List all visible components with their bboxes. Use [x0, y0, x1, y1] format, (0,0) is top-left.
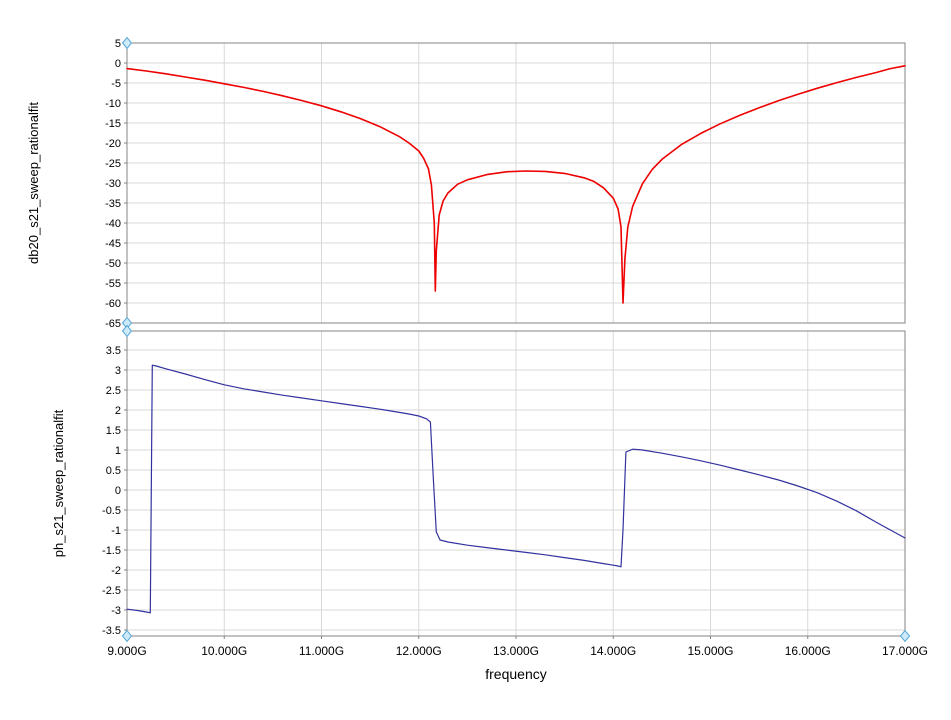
- series-trace-ph_s21_sweep_rationalfit: [126, 364, 906, 614]
- y-tick-label: -40: [105, 218, 121, 230]
- y-tick-label: -15: [105, 118, 121, 130]
- y-tick-label: 3.5: [106, 345, 121, 357]
- y-tick-label: 5: [115, 38, 121, 50]
- y-tick-label: -30: [105, 178, 121, 190]
- y-axis-title: db20_s21_sweep_rationalfit: [26, 102, 41, 264]
- y-tick-label: 2: [115, 405, 121, 417]
- y-axis-title: ph_s21_sweep_rationalfit: [51, 409, 66, 557]
- y-tick-label: 1.5: [106, 425, 121, 437]
- y-tick-label: -50: [105, 258, 121, 270]
- y-tick-label: -60: [105, 298, 121, 310]
- axis-handle-diamond-icon[interactable]: [899, 629, 911, 643]
- y-tick-label: -65: [105, 318, 121, 330]
- x-tick-label: 17.000G: [882, 644, 928, 658]
- y-tick-label: -55: [105, 278, 121, 290]
- series-trace-db20_s21_sweep_rationalfit: [126, 65, 906, 304]
- y-tick-label: 1: [115, 445, 121, 457]
- plot-frame: [126, 42, 906, 324]
- y-tick-label: 2.5: [106, 385, 121, 397]
- axis-handle-diamond-icon[interactable]: [121, 629, 133, 643]
- y-tick-label: -5: [111, 78, 121, 90]
- y-tick-label: -35: [105, 198, 121, 210]
- x-tick-label: 14.000G: [590, 644, 636, 658]
- x-tick-label: 12.000G: [396, 644, 442, 658]
- y-tick-label: -0.5: [102, 505, 121, 517]
- x-tick-label: 11.000G: [299, 644, 344, 658]
- x-tick-label: 16.000G: [785, 644, 831, 658]
- x-axis-title: frequency: [485, 666, 546, 682]
- y-tick-label: -45: [105, 238, 121, 250]
- x-tick-label: 9.000G: [107, 644, 146, 658]
- y-tick-label: -25: [105, 158, 121, 170]
- y-tick-label: -2.5: [102, 585, 121, 597]
- y-tick-label: 0: [115, 58, 121, 70]
- y-tick-label: 3: [115, 365, 121, 377]
- y-tick-label: -1: [111, 525, 121, 537]
- axis-handle-diamond-icon[interactable]: [121, 324, 133, 338]
- y-tick-label: 0.5: [106, 465, 121, 477]
- x-tick-label: 10.000G: [201, 644, 247, 658]
- axis-handle-diamond-icon[interactable]: [121, 36, 133, 50]
- y-tick-label: -3: [111, 605, 121, 617]
- x-tick-label: 13.000G: [493, 644, 539, 658]
- y-tick-label: 0: [115, 485, 121, 497]
- y-tick-label: -10: [105, 98, 121, 110]
- y-tick-label: -1.5: [102, 545, 121, 557]
- x-tick-label: 15.000G: [687, 644, 733, 658]
- y-tick-label: -3.5: [102, 625, 121, 637]
- y-tick-label: -20: [105, 138, 121, 150]
- y-tick-label: -2: [111, 565, 121, 577]
